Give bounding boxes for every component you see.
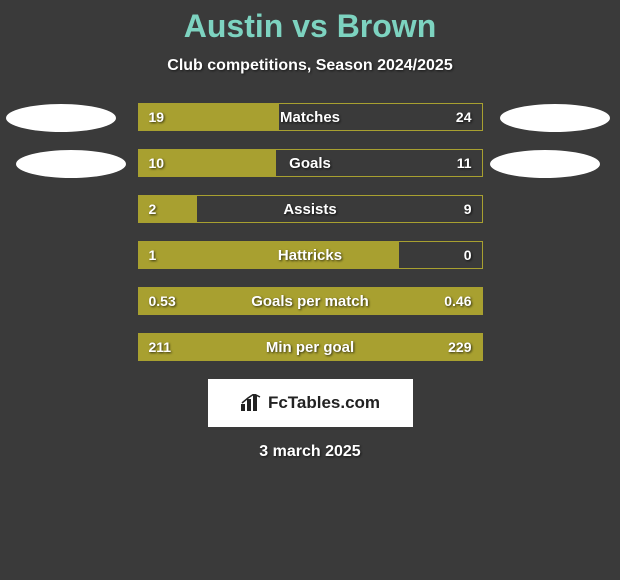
stat-bar: 211229Min per goal — [138, 333, 483, 361]
player1-badge-top — [6, 104, 116, 132]
stat-row: 10Hattricks — [0, 241, 620, 269]
bar-left-fill — [139, 196, 197, 222]
stat-bar: 1924Matches — [138, 103, 483, 131]
branding-box[interactable]: FcTables.com — [208, 379, 413, 427]
stats-area: 1924Matches 1011Goals 29Assists 10Hattricks… — [0, 103, 620, 361]
bar-left-fill — [139, 288, 482, 314]
stat-row: 0.530.46Goals per match — [0, 287, 620, 315]
stat-bar: 29Assists — [138, 195, 483, 223]
stat-row: 211229Min per goal — [0, 333, 620, 361]
bar-left-fill — [139, 334, 482, 360]
player2-badge-2nd — [490, 150, 600, 178]
comparison-card: Austin vs Brown Club competitions, Seaso… — [0, 0, 620, 461]
stat-right-value: 9 — [464, 196, 472, 222]
player2-name: Brown — [337, 8, 437, 44]
player1-badge-2nd — [16, 150, 126, 178]
stat-right-value: 24 — [456, 104, 472, 130]
player2-badge-top — [500, 104, 610, 132]
player1-name: Austin — [184, 8, 284, 44]
page-title: Austin vs Brown — [0, 8, 620, 45]
stat-row: 29Assists — [0, 195, 620, 223]
branding-text: FcTables.com — [268, 393, 380, 413]
bar-chart-icon — [240, 394, 262, 412]
bar-left-fill — [139, 104, 280, 130]
subtitle: Club competitions, Season 2024/2025 — [0, 57, 620, 75]
stat-right-value: 0 — [464, 242, 472, 268]
vs-text: vs — [292, 8, 328, 44]
date-label: 3 march 2025 — [0, 443, 620, 461]
stat-bar: 10Hattricks — [138, 241, 483, 269]
stat-right-value: 11 — [457, 150, 472, 176]
bar-left-fill — [139, 242, 400, 268]
bar-left-fill — [139, 150, 276, 176]
stat-bar: 1011Goals — [138, 149, 483, 177]
stat-bar: 0.530.46Goals per match — [138, 287, 483, 315]
